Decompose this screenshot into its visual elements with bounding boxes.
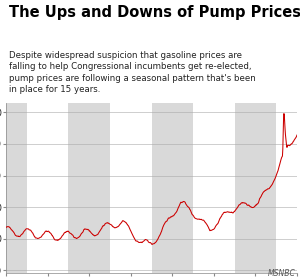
Bar (68, 103, 110, 273)
Bar (152, 103, 193, 273)
Text: Despite widespread suspicion that gasoline prices are
falling to help Congressio: Despite widespread suspicion that gasoli… (9, 51, 256, 94)
Text: The Ups and Downs of Pump Prices: The Ups and Downs of Pump Prices (9, 5, 300, 20)
Bar (235, 103, 276, 273)
Text: MSNBC: MSNBC (268, 269, 296, 278)
Bar (6, 103, 27, 273)
